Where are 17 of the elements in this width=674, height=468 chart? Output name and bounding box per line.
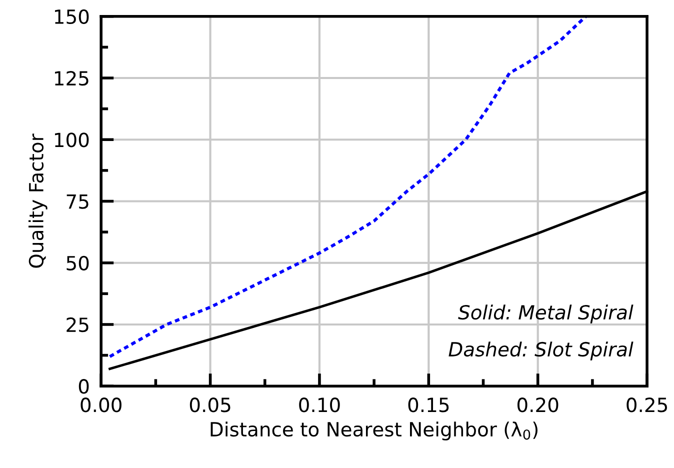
annotation: Dashed: Slot Spiral [448,342,634,360]
x-tick-label: 0.15 [408,398,449,412]
y-tick-label: 100 [55,132,89,148]
x-tick-label: 0.20 [517,398,558,412]
y-tick-label: 25 [66,317,88,332]
x-tick-label: 0.00 [80,398,122,412]
x-axis-title: Distance to Nearest Neighbor (λ$_{0}$) [210,422,538,440]
x-tick-label: 0.10 [299,398,340,412]
y-tick-label: 75 [66,194,88,209]
x-tick-label: 0.05 [190,398,230,412]
y-tick-label: 125 [55,70,88,86]
y-axis-title: Quality Factor [28,134,48,268]
y-tick-label: 150 [55,9,89,24]
x-tick-label: 0.25 [626,398,667,412]
annotation: Solid: Metal Spiral [458,304,634,324]
y-tick-label: 0 [78,379,89,394]
y-tick-label: 50 [66,256,89,271]
